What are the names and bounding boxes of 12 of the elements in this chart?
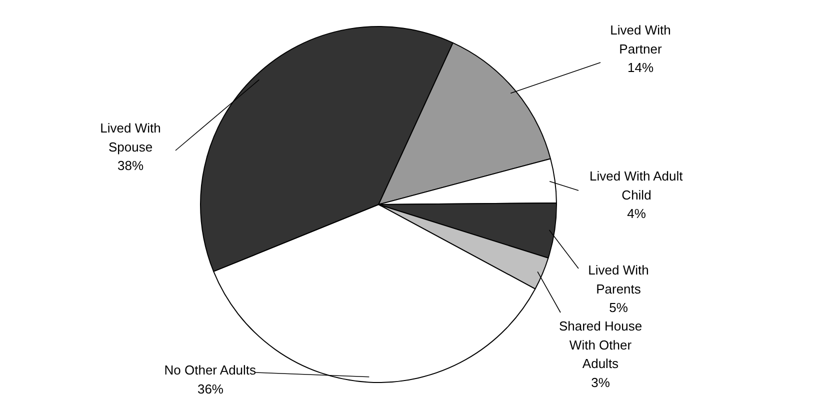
slice-label: Lived With Adult Child <box>590 168 684 202</box>
data-label: 36% <box>197 381 224 396</box>
data-label: 5% <box>609 300 628 315</box>
slice-label: No Other Adults <box>164 362 257 378</box>
data-label: 3% <box>591 374 610 390</box>
slice-label: Lived With Partner <box>610 22 671 56</box>
data-label: 38% <box>117 158 144 173</box>
slice-label: Lived With Parents <box>588 262 649 296</box>
slice-label: Lived With Spouse <box>100 120 161 154</box>
data-label: 14% <box>627 60 654 75</box>
slice-label: Shared House With Other Adults <box>558 318 642 371</box>
data-label: 4% <box>627 206 646 221</box>
